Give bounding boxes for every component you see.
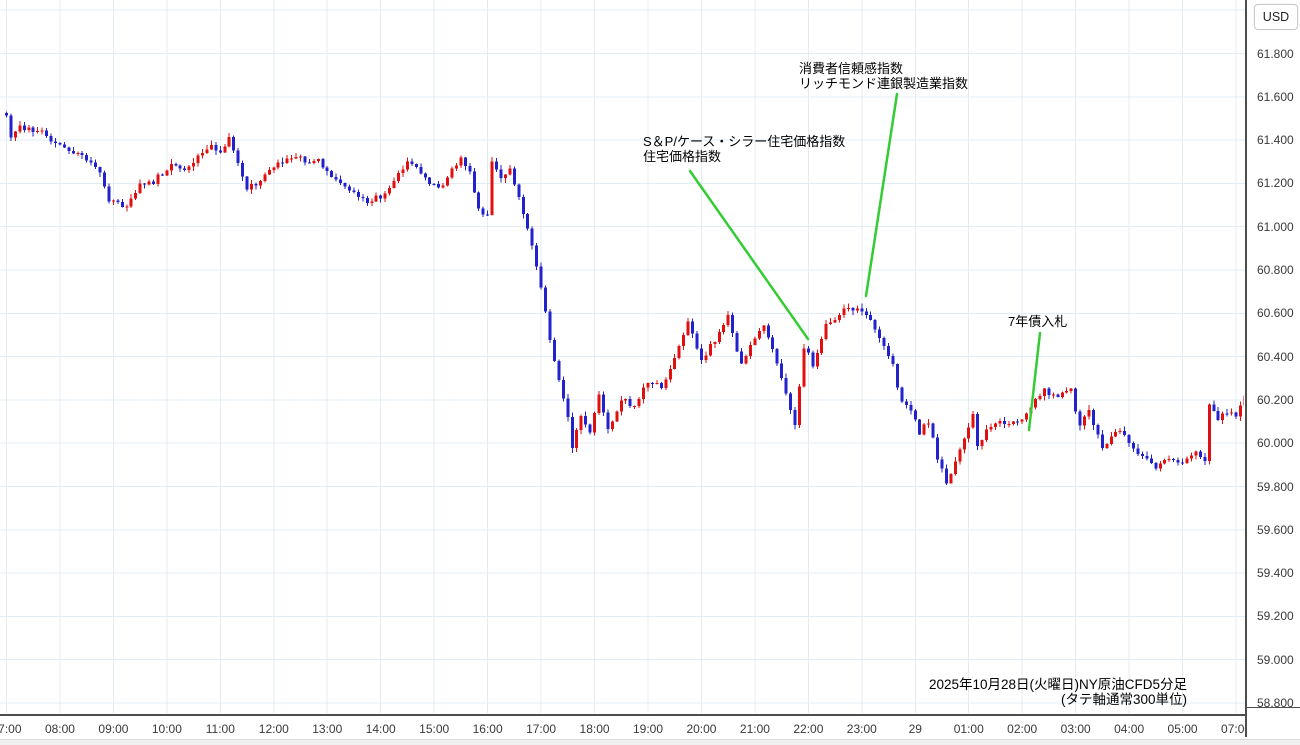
time-tick-label: 04:00: [1114, 722, 1145, 736]
time-tick-label: 05:00: [1167, 722, 1198, 736]
time-axis: 07:00 08:00 09:00 10:00 11:00 12:00 13:00 14:00…: [0, 714, 1245, 740]
axis-divider-line: [1245, 0, 1247, 737]
time-tick-label: 14:00: [365, 722, 396, 736]
time-tick-label: 15:00: [419, 722, 450, 736]
time-tick-label: 17:00: [526, 722, 557, 736]
price-tick-label: 60.800: [1257, 263, 1294, 277]
time-tick-label: 16:00: [472, 722, 503, 736]
time-tick-label: 07:00: [0, 722, 22, 736]
price-tick-label: 59.600: [1257, 522, 1294, 537]
time-tick-label: 08:00: [44, 722, 75, 736]
price-tick-label: 61.200: [1257, 176, 1294, 191]
horizontal-scrollbar-track[interactable]: [0, 739, 1300, 745]
time-tick-label: 21:00: [739, 722, 770, 736]
price-tick-label: 61.600: [1257, 89, 1294, 104]
price-tick-label: 61.800: [1257, 46, 1294, 61]
time-tick-label: 19:00: [632, 722, 663, 736]
chart-title-date: 2025年10月28日(火曜日)NY原油CFD5分足: [928, 677, 1187, 692]
price-tick-label: 60.400: [1257, 349, 1294, 364]
price-tick-label: 59.200: [1257, 609, 1294, 624]
price-tick-label: 60.000: [1257, 436, 1294, 451]
gridlines-group: [0, 0, 1245, 713]
time-tick-label: 02:00: [1007, 722, 1038, 736]
event-annotation-text: 7年債入札: [1008, 314, 1068, 329]
price-tick-label: 61.400: [1257, 133, 1294, 148]
chart-footer-label: 2025年10月28日(火曜日)NY原油CFD5分足 (タテ軸通常300単位): [928, 677, 1187, 707]
chart-canvas[interactable]: [0, 0, 1245, 713]
currency-badge[interactable]: USD: [1254, 4, 1298, 30]
time-tick-label: 07:00: [1221, 722, 1245, 736]
price-tick-label: 59.400: [1257, 566, 1294, 581]
chart-axis-scale-note: (タテ軸通常300単位): [1060, 691, 1187, 707]
time-tick-label: 20:00: [686, 722, 717, 736]
price-tick-label: 59.800: [1257, 479, 1294, 494]
event-annotation-text: S＆P/ケース・シラー住宅価格指数 住宅価格指数: [643, 134, 846, 164]
price-tick-label: 60.600: [1257, 306, 1294, 321]
price-tick-label: 61.000: [1257, 219, 1294, 234]
time-tick-label: 01:00: [953, 722, 984, 736]
price-tick-label: 58.800: [1257, 696, 1294, 710]
price-tick-label: 59.000: [1257, 652, 1294, 667]
annotation-pointer-lines-group: [688, 92, 1042, 432]
price-axis: USD 61.800 61.600 61.400 61.200 61.000 60.800…: [1245, 0, 1300, 710]
time-tick-label: 22:00: [793, 722, 824, 736]
time-tick-label: 23:00: [846, 722, 877, 736]
candles-group: [5, 111, 1244, 485]
time-tick-label: 29: [908, 722, 922, 736]
time-tick-label: 13:00: [312, 722, 343, 736]
price-tick-label: 60.200: [1257, 392, 1294, 407]
time-tick-label: 18:00: [579, 722, 610, 736]
event-annotation-text: 消費者信頼感指数 リッチモンド連銀製造業指数: [799, 61, 969, 91]
time-tick-label: 03:00: [1060, 722, 1091, 736]
price-chart-plot[interactable]: 消費者信頼感指数 リッチモンド連銀製造業指数 S＆P/ケース・シラー住宅価格指数 住宅…: [0, 0, 1245, 713]
time-tick-label: 12:00: [258, 722, 289, 736]
time-tick-label: 09:00: [98, 722, 129, 736]
time-tick-label: 11:00: [205, 722, 235, 736]
time-tick-label: 10:00: [151, 722, 182, 736]
